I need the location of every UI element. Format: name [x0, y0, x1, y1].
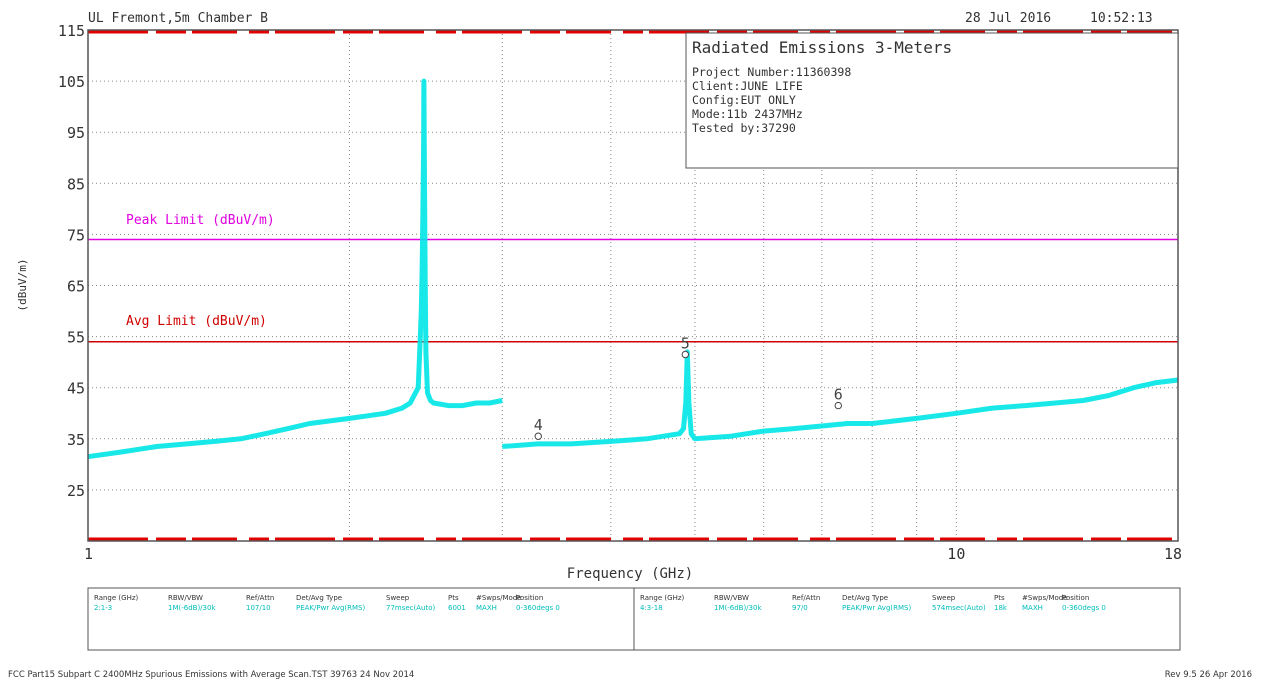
x-tick-label: 18 — [1164, 545, 1182, 563]
info-line-client: Client:JUNE LIFE — [692, 79, 803, 93]
settings-value: 0-360degs 0 — [516, 604, 560, 612]
settings-value: MAXH — [1022, 604, 1043, 612]
settings-header: Det/Avg Type — [842, 594, 888, 602]
settings-value: 1M(-6dB)/30k — [714, 604, 762, 612]
trace-line — [502, 349, 1179, 449]
run-date: 28 Jul 2016 — [965, 11, 1051, 26]
x-tick-label: 10 — [947, 545, 965, 563]
markers: 4 5 6 — [534, 334, 843, 440]
avg-limit-label: Avg Limit (dBuV/m) — [126, 314, 267, 329]
y-tick-label: 105 — [58, 73, 85, 91]
band-marks — [88, 29, 1178, 542]
info-box-title: Radiated Emissions 3-Meters — [692, 38, 952, 57]
marker-label: 4 — [534, 416, 543, 434]
y-tick-label: 115 — [58, 22, 85, 40]
info-box — [685, 32, 1179, 169]
run-time: 10:52:13 — [1090, 11, 1153, 26]
y-tick-label: 75 — [67, 226, 85, 244]
x-tick-label: 1 — [84, 545, 93, 563]
marker-point — [534, 432, 542, 440]
settings-header: Position — [1062, 594, 1089, 602]
settings-value: 4:3-18 — [640, 604, 663, 612]
trace-series — [87, 78, 1179, 460]
settings-header: Range (GHz) — [640, 594, 685, 602]
x-axis-label: Frequency (GHz) — [567, 566, 693, 582]
settings-value: 18k — [994, 604, 1008, 612]
settings-value: PEAK/Pwr Avg(RMS) — [842, 604, 911, 612]
marker-label: 6 — [834, 386, 843, 404]
settings-header: Sweep — [932, 594, 956, 602]
trace-line — [87, 78, 503, 460]
settings-header: Range (GHz) — [94, 594, 139, 602]
y-tick-label: 25 — [67, 482, 85, 500]
settings-value: PEAK/Pwr Avg(RMS) — [296, 604, 365, 612]
settings-value: 77msec(Auto) — [386, 604, 436, 612]
settings-header: Ref/Attn — [792, 594, 820, 602]
settings-header: Sweep — [386, 594, 410, 602]
settings-header: Pts — [994, 594, 1005, 602]
footer-revision: Rev 9.5 26 Apr 2016 — [1165, 670, 1252, 680]
marker-label: 5 — [681, 334, 690, 352]
limit-lines — [88, 238, 1178, 343]
settings-value: 2:1-3 — [94, 604, 112, 612]
settings-header: RBW/VBW — [168, 594, 203, 602]
settings-value: 0-360degs 0 — [1062, 604, 1106, 612]
settings-header: Ref/Attn — [246, 594, 274, 602]
plot-frame — [87, 29, 1179, 542]
settings-value: 6001 — [448, 604, 466, 612]
settings-value: 574msec(Auto) — [932, 604, 986, 612]
settings-cells: Range (GHz) RBW/VBW Ref/Attn Det/Avg Type Sw… — [94, 594, 1106, 612]
y-tick-label: 85 — [67, 175, 85, 193]
y-tick-label: 35 — [67, 431, 85, 449]
footer-test-file: FCC Part15 Subpart C 2400MHz Spurious Em… — [8, 670, 414, 680]
settings-value: 107/10 — [246, 604, 271, 612]
info-line-tester: Tested by:37290 — [692, 121, 796, 135]
settings-header: Position — [516, 594, 543, 602]
marker-point — [834, 401, 842, 410]
settings-header: Det/Avg Type — [296, 594, 342, 602]
info-line-config: Config:EUT ONLY — [692, 93, 796, 107]
settings-value: 97/0 — [792, 604, 808, 612]
y-tick-label: 65 — [67, 278, 85, 296]
settings-header: RBW/VBW — [714, 594, 749, 602]
marker-point — [681, 350, 690, 359]
y-tick-label: 95 — [67, 124, 85, 142]
y-axis-label: (dBuV/m) — [16, 259, 29, 312]
settings-header: #Swps/Mode — [1022, 594, 1068, 602]
site-title: UL Fremont,5m Chamber B — [88, 11, 268, 26]
y-tick-label: 45 — [67, 380, 85, 398]
settings-header: Pts — [448, 594, 459, 602]
settings-value: MAXH — [476, 604, 497, 612]
settings-header: #Swps/Mode — [476, 594, 522, 602]
settings-value: 1M(-6dB)/30k — [168, 604, 216, 612]
info-line-project: Project Number:11360398 — [692, 65, 851, 79]
peak-limit-label: Peak Limit (dBuV/m) — [126, 213, 275, 228]
info-line-mode: Mode:11b 2437MHz — [692, 107, 803, 121]
y-tick-label: 55 — [67, 329, 85, 347]
